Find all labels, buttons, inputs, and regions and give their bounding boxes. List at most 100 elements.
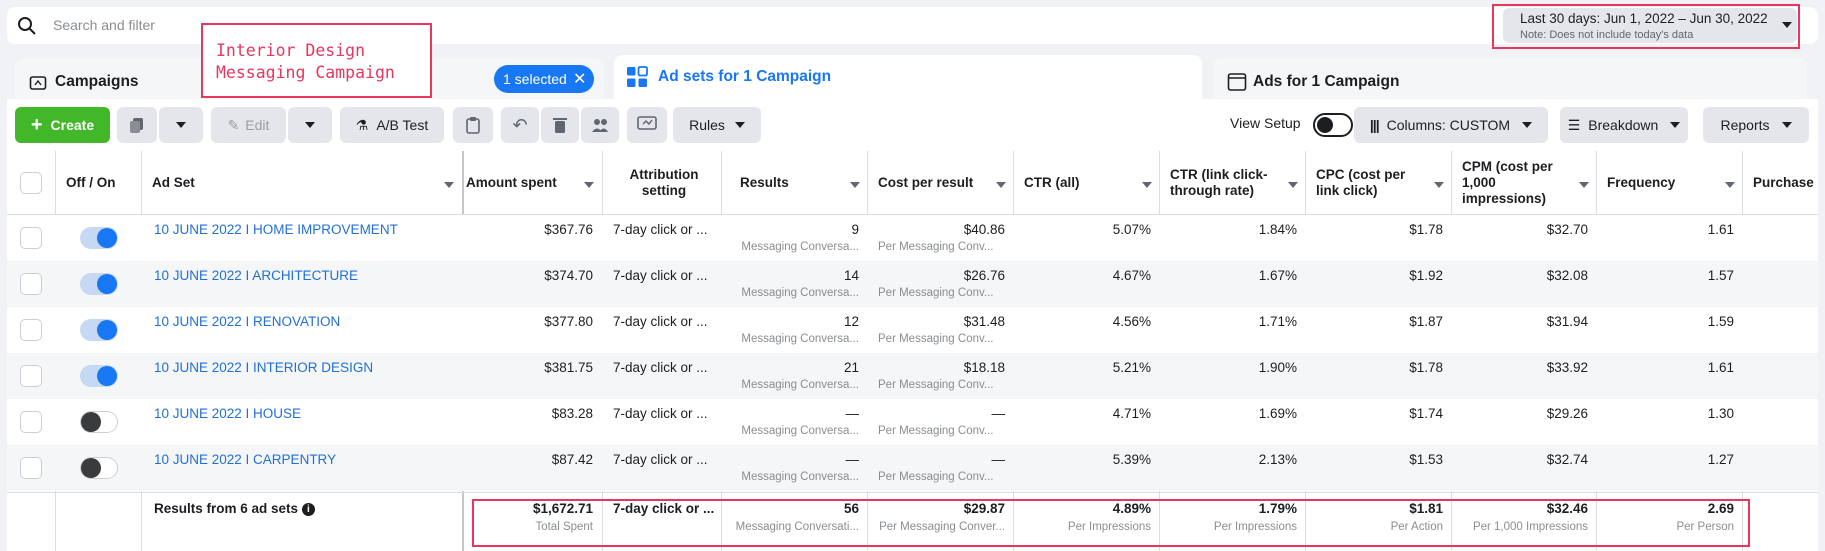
clipboard-icon (466, 117, 480, 134)
tab-ad-sets[interactable]: Ad sets for 1 Campaign (614, 55, 1202, 106)
toggle-knob (97, 366, 117, 386)
date-range-picker[interactable]: Last 30 days: Jun 1, 2022 – Jun 30, 2022… (1503, 8, 1797, 43)
cell-cost-per-result: $31.48 (963, 314, 1005, 329)
view-setup-toggle[interactable] (1313, 113, 1353, 137)
columns-button[interactable]: ||| Columns: CUSTOM (1354, 107, 1548, 143)
sort-icon[interactable] (1142, 182, 1152, 188)
cell-results: 14 (843, 268, 859, 283)
row-checkbox[interactable] (20, 365, 42, 387)
sort-icon[interactable] (584, 182, 594, 188)
col-ctr-all[interactable]: CTR (all) (1024, 175, 1080, 190)
table-row[interactable]: 10 JUNE 2022 I ARCHITECTURE $374.70 7-day … (7, 261, 1818, 307)
col-purchase[interactable]: Purchase (1753, 175, 1814, 190)
col-ctr-link[interactable]: CTR (link click-through rate) (1170, 167, 1268, 198)
col-frequency[interactable]: Frequency (1607, 175, 1676, 190)
row-status-toggle[interactable] (80, 411, 118, 433)
row-status-toggle[interactable] (80, 227, 118, 249)
totals-spent-sub: Total Spent (535, 521, 593, 533)
row-checkbox[interactable] (20, 457, 42, 479)
cell-frequency: 1.57 (1707, 268, 1734, 283)
ad-set-name-link[interactable]: 10 JUNE 2022 I INTERIOR DESIGN (154, 360, 374, 375)
ad-set-name-link[interactable]: 10 JUNE 2022 I HOME IMPROVEMENT (154, 222, 398, 237)
sort-icon[interactable] (850, 182, 860, 188)
edit-button[interactable]: ✎ Edit (211, 107, 286, 143)
cell-ctr-all: 4.67% (1112, 268, 1151, 283)
cell-attribution: 7-day click or ... (613, 360, 708, 375)
undo-button[interactable]: ↶ (501, 107, 539, 143)
breakdown-button[interactable]: ☰ Breakdown (1560, 107, 1688, 143)
ab-test-button[interactable]: ⚗ A/B Test (340, 107, 444, 143)
col-cpm[interactable]: CPM (cost per 1,000 impressions) (1462, 159, 1553, 206)
cell-attribution: 7-day click or ... (613, 452, 708, 467)
cell-attribution: 7-day click or ... (613, 268, 708, 283)
cell-cost-per-result-sub: Per Messaging Conv... (878, 241, 994, 253)
select-all-checkbox[interactable] (20, 172, 42, 194)
ad-set-name-link[interactable]: 10 JUNE 2022 I ARCHITECTURE (154, 268, 359, 283)
reports-button[interactable]: Reports (1703, 107, 1809, 143)
cell-results-sub: Messaging Conversa... (741, 333, 859, 345)
table-row[interactable]: 10 JUNE 2022 I CARPENTRY $87.42 7-day clic… (7, 445, 1818, 491)
col-ad-set[interactable]: Ad Set (152, 175, 195, 190)
breakdown-label: Breakdown (1588, 117, 1659, 133)
sort-icon[interactable] (996, 182, 1006, 188)
preview-button[interactable] (627, 107, 667, 143)
toggle-knob (1317, 117, 1333, 133)
tab-ads[interactable]: Ads for 1 Campaign (1213, 58, 1807, 106)
totals-ctr-all-sub: Per Impressions (1067, 521, 1151, 533)
col-attribution[interactable]: Attribution setting (629, 167, 699, 198)
sort-icon[interactable] (1434, 182, 1444, 188)
create-button[interactable]: + Create (15, 107, 110, 143)
totals-ctr-link: 1.79% (1258, 501, 1297, 516)
delete-button[interactable] (541, 107, 579, 143)
duplicate-menu-button[interactable] (159, 107, 203, 143)
table-row[interactable]: 10 JUNE 2022 I HOUSE $83.28 7-day click or… (7, 399, 1818, 445)
ad-set-name-link[interactable]: 10 JUNE 2022 I HOUSE (154, 406, 302, 421)
audience-button[interactable] (581, 107, 619, 143)
clipboard-button[interactable] (453, 107, 493, 143)
table-row[interactable]: 10 JUNE 2022 I RENOVATION $377.80 7-day cl… (7, 307, 1818, 353)
duplicate-button[interactable] (117, 107, 157, 143)
close-icon[interactable]: ✕ (573, 71, 587, 88)
cell-ctr-all: 4.56% (1112, 314, 1151, 329)
cell-ctr-link: 1.71% (1258, 314, 1297, 329)
cell-cost-per-result-sub: Per Messaging Conv... (878, 471, 994, 483)
edit-menu-button[interactable] (288, 107, 332, 143)
col-cpc[interactable]: CPC (cost per link click) (1316, 167, 1406, 198)
cell-amount-spent: $83.28 (551, 406, 593, 421)
cell-cost-per-result-sub: Per Messaging Conv... (878, 287, 994, 299)
tab-ads-label: Ads for 1 Campaign (1253, 73, 1400, 90)
selected-badge[interactable]: 1 selected ✕ (494, 65, 594, 93)
row-status-toggle[interactable] (80, 365, 118, 387)
preview-icon (637, 116, 657, 130)
rules-button[interactable]: Rules (673, 107, 761, 143)
row-checkbox[interactable] (20, 273, 42, 295)
table-row[interactable]: 10 JUNE 2022 I HOME IMPROVEMENT $367.76 7-… (7, 215, 1818, 261)
cell-frequency: 1.61 (1707, 222, 1734, 237)
cell-ctr-all: 5.21% (1112, 360, 1151, 375)
columns-label: Columns: CUSTOM (1386, 117, 1511, 133)
col-results[interactable]: Results (740, 175, 789, 190)
col-amount-spent[interactable]: Amount spent (466, 175, 557, 190)
info-icon[interactable]: i (301, 502, 315, 516)
row-checkbox[interactable] (20, 319, 42, 341)
search-input[interactable] (53, 14, 953, 36)
table-row[interactable]: 10 JUNE 2022 I INTERIOR DESIGN $381.75 7-d… (7, 353, 1818, 399)
totals-cpc: $1.81 (1409, 501, 1443, 516)
col-cost-per-result[interactable]: Cost per result (878, 175, 974, 190)
cell-results: 21 (843, 360, 859, 375)
date-range-label: Last 30 days: Jun 1, 2022 – Jun 30, 2022 (1520, 11, 1768, 26)
sort-icon[interactable] (1288, 182, 1298, 188)
ad-set-name-link[interactable]: 10 JUNE 2022 I RENOVATION (154, 314, 341, 329)
row-status-toggle[interactable] (80, 273, 118, 295)
totals-frequency: 2.69 (1707, 501, 1734, 516)
row-status-toggle[interactable] (80, 319, 118, 341)
ad-set-name-link[interactable]: 10 JUNE 2022 I CARPENTRY (154, 452, 337, 467)
sort-icon[interactable] (1579, 182, 1589, 188)
sort-icon[interactable] (444, 182, 454, 188)
cell-results: — (845, 406, 860, 421)
row-status-toggle[interactable] (80, 457, 118, 479)
annotation-text: Interior Design Messaging Campaign (216, 41, 395, 82)
row-checkbox[interactable] (20, 227, 42, 249)
sort-icon[interactable] (1725, 182, 1735, 188)
row-checkbox[interactable] (20, 411, 42, 433)
